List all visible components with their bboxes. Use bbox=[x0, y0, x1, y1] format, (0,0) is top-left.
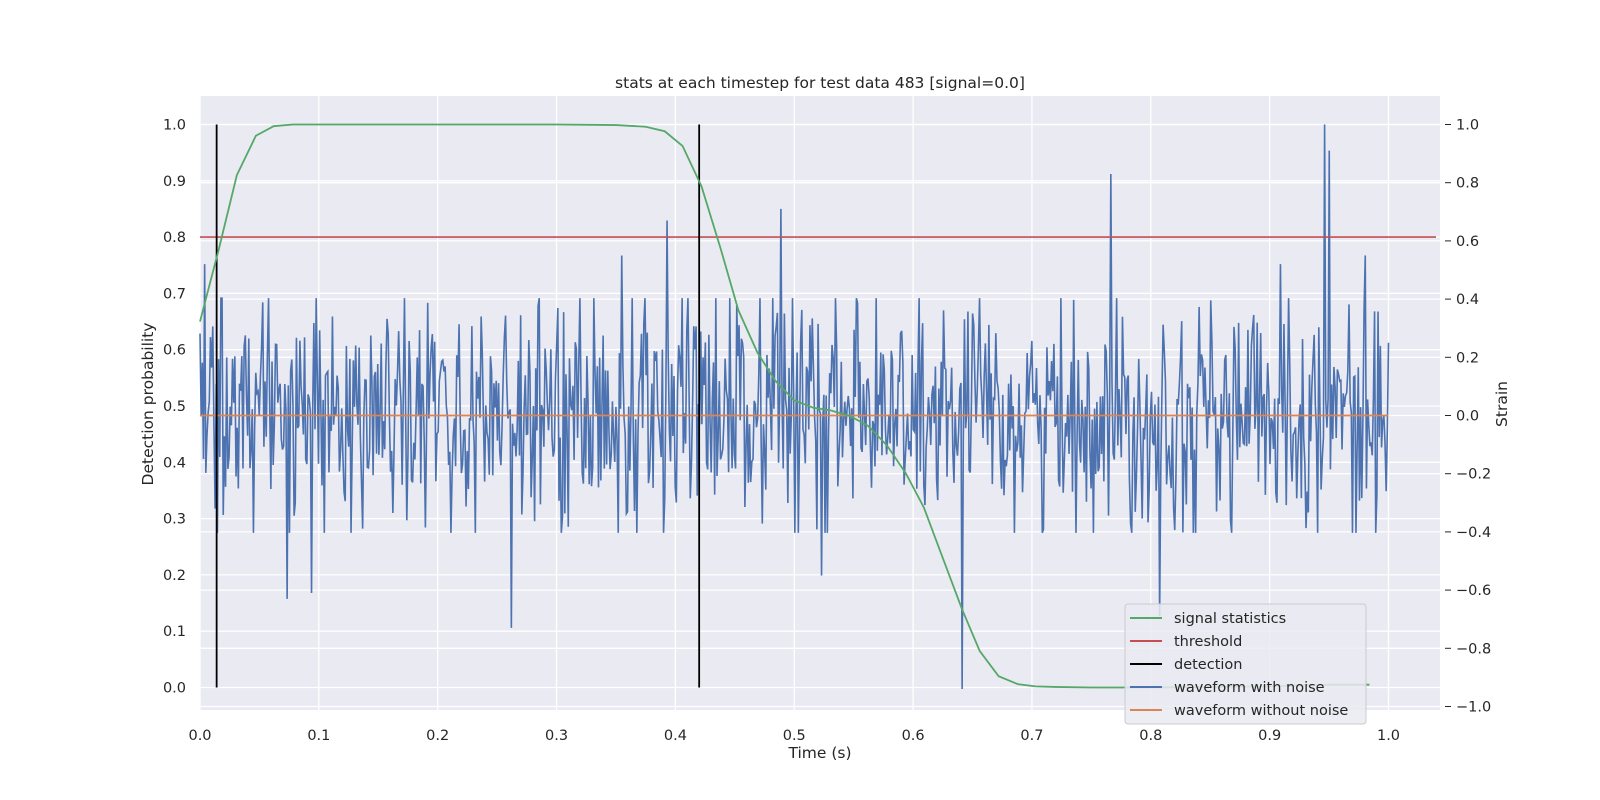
y-right-tick-label: −0.6 bbox=[1456, 583, 1491, 599]
x-tick-label: 0.9 bbox=[1258, 728, 1281, 744]
y-left-axis-ticks: 0.0 0.1 0.2 0.3 0.4 0.5 0.6 0.7 0.8 0.9 1.0 bbox=[163, 118, 186, 697]
y-right-tick-label: 0.0 bbox=[1456, 409, 1479, 425]
y-left-tick-label: 0.3 bbox=[163, 512, 186, 528]
x-axis-label: Time (s) bbox=[787, 744, 851, 762]
legend: signal statistics threshold detection wavef… bbox=[1124, 603, 1367, 725]
y-right-tick-label: −0.4 bbox=[1456, 525, 1491, 541]
x-tick-label: 0.3 bbox=[545, 728, 568, 744]
chart-title: stats at each timestep for test data 483… bbox=[615, 74, 1025, 92]
x-tick-label: 0.7 bbox=[1020, 728, 1043, 744]
y-left-tick-label: 1.0 bbox=[163, 118, 186, 134]
x-tick-label: 1.0 bbox=[1377, 728, 1400, 744]
legend-label-waveform-with-noise: waveform with noise bbox=[1174, 680, 1325, 696]
y-right-axis-label: Strain bbox=[1493, 381, 1511, 427]
y-left-tick-label: 0.1 bbox=[163, 624, 186, 640]
legend-label-waveform-without-noise: waveform without noise bbox=[1174, 703, 1348, 719]
x-tick-label: 0.6 bbox=[902, 728, 925, 744]
y-right-tick-label: 0.4 bbox=[1456, 292, 1479, 308]
y-left-tick-label: 0.0 bbox=[163, 681, 186, 697]
series-signal-statistics bbox=[199, 123, 1370, 689]
y-right-tick-label: −1.0 bbox=[1456, 700, 1491, 716]
x-tick-label: 0.5 bbox=[783, 728, 806, 744]
series-waveform-with-noise bbox=[199, 124, 1390, 690]
series-layer bbox=[199, 123, 1437, 690]
y-right-tick-label: 1.0 bbox=[1456, 118, 1479, 134]
x-tick-label: 0.4 bbox=[664, 728, 687, 744]
y-right-tick-label: 0.6 bbox=[1456, 234, 1479, 250]
y-left-tick-label: 0.4 bbox=[163, 455, 186, 471]
legend-label-signal-statistics: signal statistics bbox=[1174, 611, 1286, 627]
x-tick-label: 0.8 bbox=[1139, 728, 1162, 744]
y-left-tick-label: 0.8 bbox=[163, 230, 186, 246]
x-tick-label: 0.1 bbox=[307, 728, 330, 744]
y-left-tick-label: 0.2 bbox=[163, 568, 186, 584]
y-right-tick-label: 0.8 bbox=[1456, 176, 1479, 192]
y-right-tick-label: −0.2 bbox=[1456, 467, 1491, 483]
y-left-tick-label: 0.9 bbox=[163, 174, 186, 190]
legend-label-detection: detection bbox=[1174, 657, 1242, 673]
x-axis-ticks: 0.0 0.1 0.2 0.3 0.4 0.5 0.6 0.7 0.8 0.9 1.0 bbox=[188, 728, 1400, 744]
x-tick-label: 0.2 bbox=[426, 728, 449, 744]
y-left-tick-label: 0.6 bbox=[163, 343, 186, 359]
y-left-tick-label: 0.5 bbox=[163, 399, 186, 415]
legend-frame bbox=[1124, 603, 1367, 725]
y-right-tick-label: −0.8 bbox=[1456, 641, 1491, 657]
y-left-tick-label: 0.7 bbox=[163, 286, 186, 302]
y-left-axis-label: Detection probability bbox=[139, 323, 157, 486]
legend-label-threshold: threshold bbox=[1174, 634, 1242, 650]
y-right-tick-label: 0.2 bbox=[1456, 350, 1479, 366]
x-tick-label: 0.0 bbox=[188, 728, 211, 744]
y-right-axis-ticks: −1.0 −0.8 −0.6 −0.4 −0.2 0.0 0.2 0.4 0.6 0.8 1.0 bbox=[1445, 118, 1491, 716]
